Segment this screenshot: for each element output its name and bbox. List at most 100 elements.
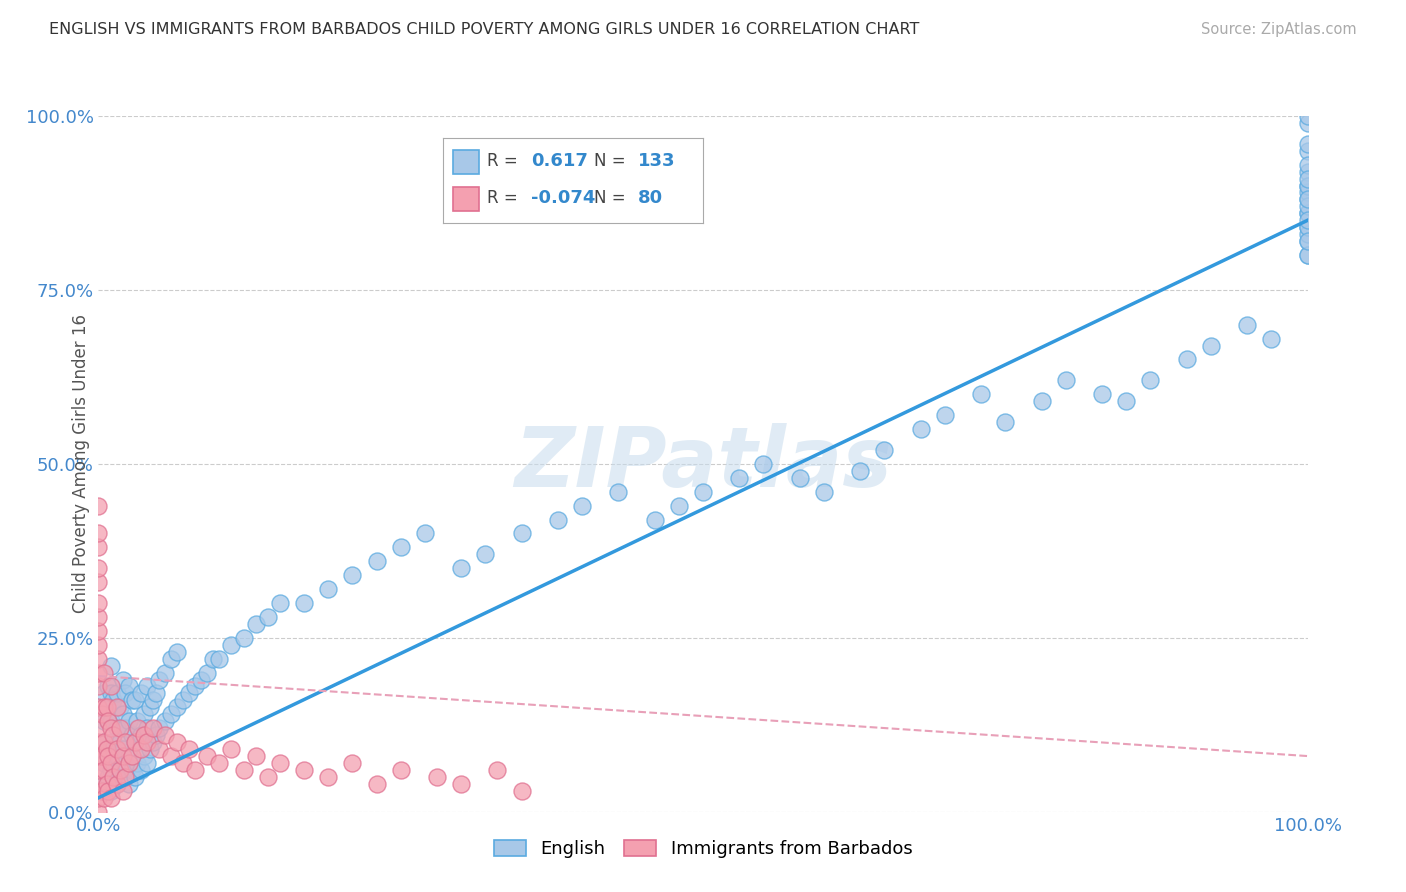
Point <box>145 686 167 700</box>
Point <box>1296 193 1319 207</box>
Point <box>105 686 128 700</box>
Point <box>118 680 141 694</box>
Point <box>910 422 932 436</box>
Point <box>1296 220 1319 235</box>
Point <box>124 735 146 749</box>
Point <box>121 728 143 742</box>
Point <box>135 680 157 694</box>
Point <box>87 541 110 555</box>
Point <box>124 693 146 707</box>
Point <box>232 763 254 777</box>
Point <box>184 680 207 694</box>
Point <box>87 561 110 575</box>
Point <box>389 763 412 777</box>
Point <box>111 770 134 784</box>
Point <box>139 742 162 756</box>
Point <box>96 777 118 791</box>
Point <box>256 610 278 624</box>
Point <box>114 686 136 700</box>
Point <box>87 665 110 680</box>
Point <box>1175 352 1198 367</box>
Point <box>510 784 533 798</box>
Point <box>108 721 131 735</box>
Point <box>114 735 136 749</box>
Point <box>87 610 110 624</box>
Point <box>269 596 291 610</box>
Point <box>316 582 339 596</box>
Point <box>97 770 120 784</box>
Point <box>1296 178 1319 193</box>
Point <box>1031 394 1053 409</box>
Point <box>97 680 120 694</box>
Point <box>571 499 593 513</box>
Text: Source: ZipAtlas.com: Source: ZipAtlas.com <box>1201 22 1357 37</box>
Point <box>105 749 128 764</box>
Point <box>108 735 131 749</box>
Point <box>105 700 128 714</box>
Point <box>245 616 267 631</box>
Point <box>111 673 134 687</box>
Point <box>108 700 131 714</box>
Y-axis label: Child Poverty Among Girls Under 16: Child Poverty Among Girls Under 16 <box>72 314 90 614</box>
Text: 133: 133 <box>638 153 675 170</box>
Point <box>91 749 114 764</box>
Point <box>134 749 156 764</box>
Point <box>148 721 170 735</box>
Point <box>100 763 122 777</box>
Point <box>179 742 201 756</box>
Point <box>292 596 315 610</box>
Point <box>728 471 751 485</box>
Point <box>1296 206 1319 220</box>
Point <box>166 700 188 714</box>
Text: -0.074: -0.074 <box>531 189 596 208</box>
Point <box>114 721 136 735</box>
Point <box>292 763 315 777</box>
Point <box>142 721 165 735</box>
Point <box>124 735 146 749</box>
Text: R =: R = <box>486 153 517 170</box>
Point <box>87 526 110 541</box>
Text: ENGLISH VS IMMIGRANTS FROM BARBADOS CHILD POVERTY AMONG GIRLS UNDER 16 CORRELATI: ENGLISH VS IMMIGRANTS FROM BARBADOS CHIL… <box>49 22 920 37</box>
Point <box>111 784 134 798</box>
Point <box>1115 394 1137 409</box>
Point <box>1296 136 1319 151</box>
Point <box>1296 178 1319 193</box>
Point <box>547 512 569 526</box>
Point <box>1054 373 1077 387</box>
Point <box>342 568 364 582</box>
Point <box>221 742 243 756</box>
Point <box>256 770 278 784</box>
Point <box>1296 171 1319 186</box>
Point <box>87 499 110 513</box>
Point <box>134 707 156 722</box>
Point <box>934 408 956 422</box>
Point <box>389 541 412 555</box>
Point <box>450 561 472 575</box>
Point <box>179 686 201 700</box>
Point <box>994 415 1017 429</box>
Point <box>789 471 811 485</box>
Point <box>1296 116 1319 130</box>
Point <box>1296 234 1319 248</box>
Point <box>221 638 243 652</box>
Point <box>118 756 141 770</box>
Point <box>93 756 115 770</box>
Point <box>93 777 115 791</box>
Point <box>1296 248 1319 262</box>
Point <box>245 749 267 764</box>
Point <box>93 700 115 714</box>
Point <box>1296 213 1319 227</box>
Point <box>1236 318 1258 332</box>
Point <box>1296 227 1319 242</box>
Point <box>93 714 115 729</box>
Point <box>91 707 114 722</box>
Point <box>101 693 124 707</box>
Point <box>129 686 152 700</box>
Point <box>108 763 131 777</box>
Point <box>426 770 449 784</box>
Point <box>450 777 472 791</box>
Point <box>87 596 110 610</box>
Point <box>134 728 156 742</box>
Point <box>118 749 141 764</box>
Legend: English, Immigrants from Barbados: English, Immigrants from Barbados <box>486 832 920 865</box>
